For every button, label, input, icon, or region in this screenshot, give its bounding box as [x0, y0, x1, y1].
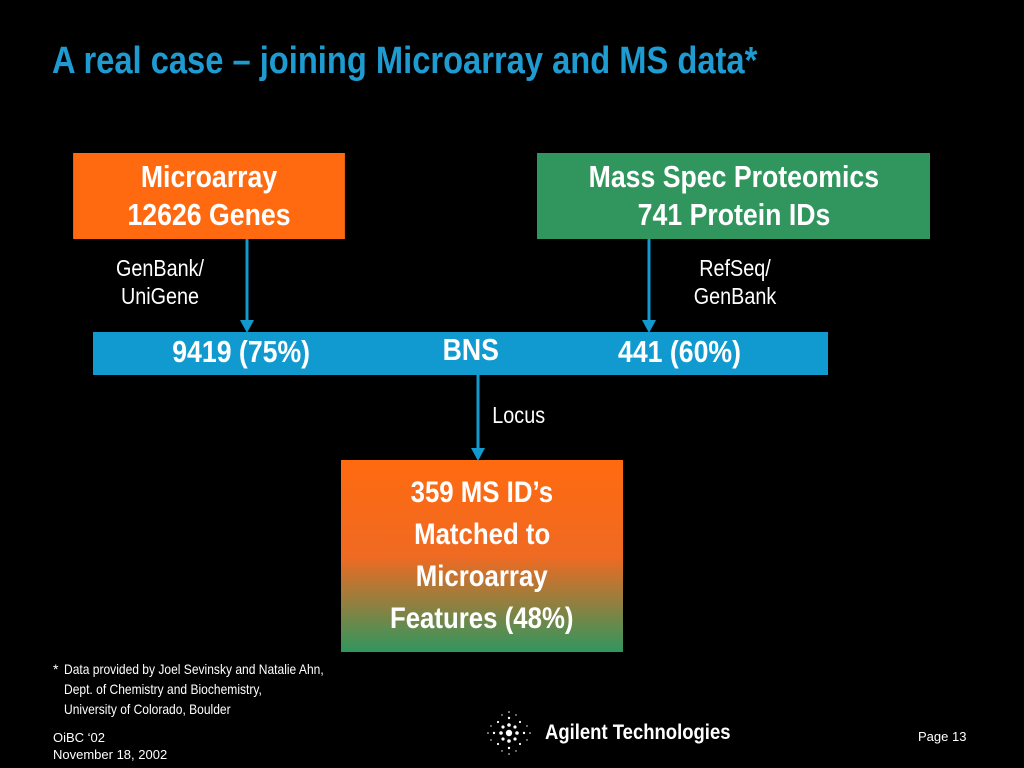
refseq-genbank-label-line1: RefSeq/ — [699, 255, 771, 281]
mass-spec-box: Mass Spec Proteomics 741 Protein IDs — [537, 153, 930, 239]
agilent-logo: Agilent Technologies — [483, 708, 756, 758]
arrow-bns-to-result — [471, 375, 485, 461]
mass-spec-box-title: Mass Spec Proteomics — [588, 159, 879, 194]
agilent-spark-logo-icon — [487, 711, 531, 755]
company-name: Agilent Technologies — [545, 721, 731, 744]
result-box-line4: Features (48%) — [390, 602, 574, 635]
footnote-marker: * — [53, 661, 59, 677]
microarray-box-title: Microarray — [140, 159, 278, 194]
footnote-line3: University of Colorado, Boulder — [64, 701, 231, 717]
mass-spec-box-count: 741 Protein IDs — [637, 197, 830, 232]
footer-event-info: OiBC ‘02 November 18, 2002 — [53, 729, 167, 763]
genbank-unigene-label: GenBank/ UniGene — [108, 254, 211, 310]
footnote-line1: Data provided by Joel Sevinsky and Natal… — [64, 661, 324, 677]
footnote: * Data provided by Joel Sevinsky and Nat… — [53, 659, 366, 719]
genbank-unigene-label-line1: GenBank/ — [116, 255, 204, 281]
microarray-box-count: 12626 Genes — [127, 197, 291, 232]
page-number: Page 13 — [918, 729, 967, 744]
locus-label: Locus — [492, 402, 546, 428]
bns-bar: 9419 (75%) BNS 441 (60%) — [93, 332, 828, 375]
result-box-line3: Microarray — [416, 560, 548, 593]
bns-right-value: 441 (60%) — [618, 334, 742, 369]
footer-event: OiBC ‘02 — [53, 730, 106, 745]
arrow-ms-to-bns — [642, 239, 656, 333]
footnote-line2: Dept. of Chemistry and Biochemistry, — [64, 681, 262, 697]
result-box: 359 MS ID’s Matched to Microarray Featur… — [341, 460, 623, 652]
bns-center-label: BNS — [442, 332, 499, 367]
arrow-microarray-to-bns — [240, 239, 254, 333]
genbank-unigene-label-line2: UniGene — [120, 283, 200, 309]
refseq-genbank-label-line2: GenBank — [693, 283, 777, 309]
refseq-genbank-label: RefSeq/ GenBank — [679, 254, 791, 310]
slide-title: A real case – joining Microarray and MS … — [52, 40, 758, 82]
footer-date: November 18, 2002 — [53, 747, 168, 762]
microarray-box: Microarray 12626 Genes — [73, 153, 345, 239]
bns-left-value: 9419 (75%) — [172, 334, 311, 369]
result-box-line1: 359 MS ID’s — [410, 476, 554, 509]
result-box-line2: Matched to — [413, 518, 551, 551]
